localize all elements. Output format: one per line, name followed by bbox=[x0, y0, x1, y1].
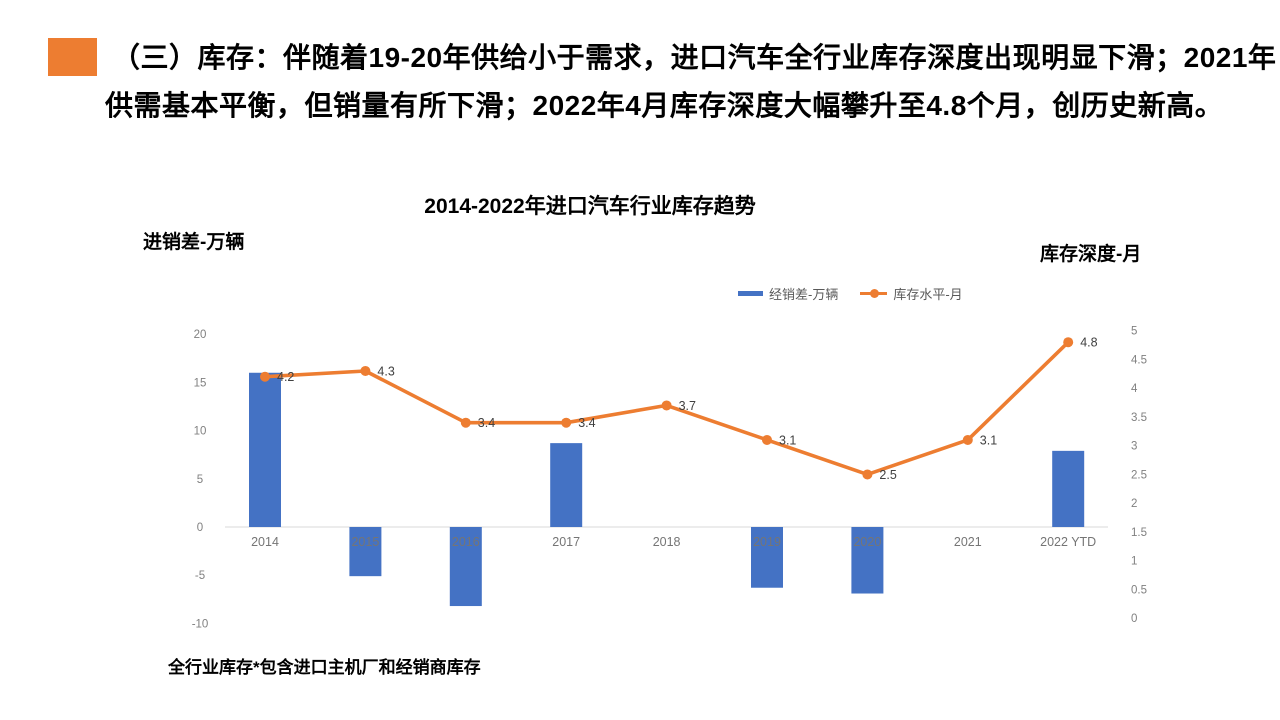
category-label-2014: 2014 bbox=[251, 535, 279, 549]
right-axis-tick: 3.5 bbox=[1131, 412, 1147, 424]
chart-legend: 经销差-万辆 库存水平-月 bbox=[738, 284, 963, 303]
left-axis-tick: 15 bbox=[194, 377, 207, 389]
category-label-2016: 2016 bbox=[452, 535, 480, 549]
line-point-2019 bbox=[762, 434, 772, 445]
left-axis-tick: 0 bbox=[197, 522, 203, 534]
line-point-2014 bbox=[260, 371, 270, 382]
left-axis-tick: -10 bbox=[192, 618, 209, 630]
legend-label-line-series: 库存水平-月 bbox=[893, 287, 963, 302]
bar-2016 bbox=[449, 527, 482, 607]
category-label-2018: 2018 bbox=[653, 535, 681, 549]
right-axis-tick: 5 bbox=[1131, 326, 1137, 338]
line-point-2016 bbox=[460, 417, 471, 428]
line-value-label-2021: 3.1 bbox=[980, 433, 997, 447]
left-axis-tick: 10 bbox=[194, 426, 207, 438]
chart-title: 2014-2022年进口汽车行业库存趋势 bbox=[424, 195, 756, 218]
bar-2019 bbox=[751, 527, 783, 588]
line-value-label-2016: 3.4 bbox=[478, 416, 495, 430]
right-axis-tick: 1.5 bbox=[1131, 527, 1147, 539]
right-axis-tick: 3 bbox=[1131, 441, 1137, 453]
bar-2022 YTD bbox=[1052, 450, 1085, 527]
bar-2015 bbox=[349, 527, 382, 577]
title-bullet-square-icon bbox=[48, 38, 97, 76]
category-label-2022 YTD: 2022 YTD bbox=[1040, 535, 1096, 549]
right-axis-tick: 0 bbox=[1131, 613, 1137, 625]
right-axis-tick: 4 bbox=[1131, 383, 1138, 395]
line-value-label-2018: 3.7 bbox=[679, 399, 696, 413]
bar-2017 bbox=[550, 443, 583, 527]
line-value-label-2022 YTD: 4.8 bbox=[1080, 336, 1097, 350]
line-point-2018 bbox=[661, 400, 672, 411]
slide-title-line-1: （三）库存：伴随着19-20年供给小于需求，进口汽车全行业库存深度出现明显下滑；… bbox=[112, 42, 1277, 73]
line-value-label-2020: 2.5 bbox=[879, 468, 896, 482]
line-point-2020 bbox=[862, 469, 873, 480]
bar-2014 bbox=[249, 372, 281, 527]
line-value-label-2017: 3.4 bbox=[578, 416, 595, 430]
line-point-2017 bbox=[561, 417, 572, 428]
category-label-2021: 2021 bbox=[954, 535, 982, 549]
left-axis-tick: -5 bbox=[195, 570, 205, 582]
line-value-label-2014: 4.2 bbox=[277, 370, 294, 384]
line-point-2015 bbox=[360, 365, 371, 376]
line-point-2021 bbox=[962, 434, 973, 445]
slide-title-line-2: 供需基本平衡，但销量有所下滑；2022年4月库存深度大幅攀升至4.8个月，创历史… bbox=[105, 90, 1224, 121]
right-axis-tick: 2 bbox=[1131, 498, 1137, 510]
chart-footnote: 全行业库存*包含进口主机厂和经销商库存 bbox=[168, 658, 481, 677]
bar-2020 bbox=[851, 527, 884, 594]
left-axis-title: 进销差-万辆 bbox=[143, 232, 245, 253]
bar-series-swatch-icon bbox=[738, 291, 763, 296]
left-axis-tick: 5 bbox=[197, 474, 203, 486]
category-label-2020: 2020 bbox=[853, 535, 881, 549]
line-point-2022 YTD bbox=[1063, 337, 1074, 348]
right-axis-tick: 2.5 bbox=[1131, 469, 1147, 481]
category-label-2017: 2017 bbox=[552, 535, 580, 549]
legend-item-line-series: 库存水平-月 bbox=[860, 284, 963, 303]
line-value-label-2015: 4.3 bbox=[377, 364, 394, 378]
category-label-2015: 2015 bbox=[351, 535, 379, 549]
left-axis-tick: 20 bbox=[194, 329, 207, 341]
right-axis-tick: 4.5 bbox=[1131, 354, 1147, 366]
category-label-2019: 2019 bbox=[753, 535, 781, 549]
line-value-label-2019: 3.1 bbox=[779, 433, 796, 447]
legend-item-bar-series: 经销差-万辆 bbox=[738, 284, 838, 303]
right-axis-title: 库存深度-月 bbox=[1040, 244, 1142, 265]
line-series-swatch-icon bbox=[860, 288, 888, 299]
right-axis-tick: 0.5 bbox=[1131, 584, 1147, 596]
right-axis-tick: 1 bbox=[1131, 556, 1137, 568]
legend-label-bar-series: 经销差-万辆 bbox=[769, 287, 839, 302]
